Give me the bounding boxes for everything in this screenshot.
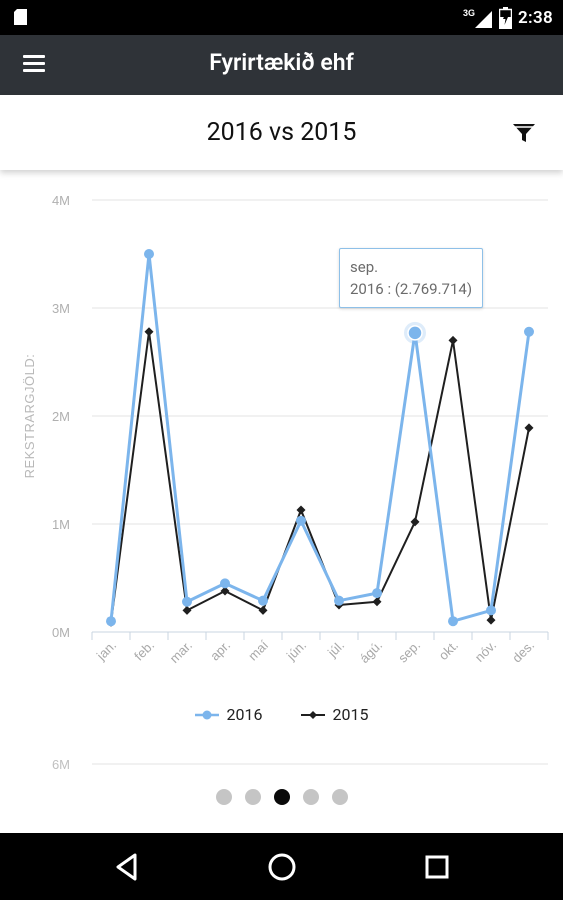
data-point-2016[interactable]: [372, 588, 382, 599]
signal-3g-icon: 3G: [463, 8, 493, 28]
data-point-2016[interactable]: [182, 596, 192, 607]
data-point-2016[interactable]: [448, 616, 458, 627]
x-tick-label: apr.: [207, 638, 233, 664]
x-tick-label: maí: [245, 637, 271, 663]
data-point-2015[interactable]: [448, 335, 458, 345]
data-point-2016[interactable]: [258, 595, 268, 606]
data-point-2015[interactable]: [524, 423, 534, 433]
y-tick-label: 0M: [52, 625, 70, 640]
x-tick-label: feb.: [131, 638, 157, 664]
legend-marker-2015: [300, 710, 325, 719]
clock: 2:38: [518, 8, 553, 28]
next-chart-y-tick-label: 6M: [52, 757, 70, 772]
data-point-2016[interactable]: [524, 326, 534, 337]
legend-item-2016[interactable]: 2016: [194, 705, 263, 724]
x-tick-label: mar.: [167, 638, 195, 666]
home-icon[interactable]: [265, 850, 299, 884]
status-bar: 3G 2:38: [0, 0, 563, 35]
x-tick-label: okt.: [436, 638, 461, 663]
chart-area: 0M 1M 2M 3M 4M 6M jan. feb. mar. apr. maí jún. júl. á…: [0, 172, 563, 832]
app-bar: Fyrirtækið ehf: [0, 35, 563, 95]
battery-icon: [499, 7, 513, 29]
y-tick-label: 3M: [52, 301, 70, 316]
data-point-2015[interactable]: [258, 605, 268, 615]
data-point-2016[interactable]: [334, 595, 344, 606]
legend-label-2016: 2016: [226, 705, 263, 724]
recent-apps-icon[interactable]: [420, 850, 454, 884]
legend-item-2015[interactable]: 2015: [300, 705, 369, 724]
data-point-2015[interactable]: [144, 327, 154, 337]
page-indicator: [0, 789, 563, 805]
data-point-2015[interactable]: [182, 605, 192, 615]
data-point-2015[interactable]: [372, 597, 382, 607]
line-chart: 0M 1M 2M 3M 4M 6M jan. feb. mar. apr. maí jún. júl. á…: [22, 193, 549, 772]
navigation-bar: [0, 833, 563, 900]
data-point-2016[interactable]: [486, 605, 496, 616]
series-line-2016: [109, 252, 531, 623]
page-dot-4[interactable]: [302, 789, 319, 805]
data-point-2016[interactable]: [106, 616, 116, 627]
y-tick-label: 4M: [52, 193, 70, 208]
x-tick-label: sep.: [395, 638, 423, 666]
page-title: 2016 vs 2015: [206, 118, 357, 147]
data-point-2015[interactable]: [296, 505, 306, 515]
x-tick-label: jún.: [283, 638, 309, 664]
x-tick-label: júl.: [324, 638, 347, 661]
app-title: Fyrirtækið ehf: [209, 49, 354, 76]
tooltip-value: 2016 : (2.769.714): [350, 280, 473, 298]
filter-icon[interactable]: [510, 118, 538, 146]
highlighted-point[interactable]: [407, 325, 423, 341]
back-icon[interactable]: [110, 850, 144, 884]
page-dot-2[interactable]: [244, 789, 261, 805]
y-tick-label: 1M: [52, 517, 70, 532]
chart-header: 2016 vs 2015: [0, 95, 563, 170]
data-point-2015[interactable]: [410, 517, 420, 527]
data-point-2016[interactable]: [220, 578, 230, 589]
chart-legend: 2016 2015: [0, 705, 563, 724]
y-axis-title: REKSTRARGJÖLD:: [22, 354, 37, 479]
data-point-2015[interactable]: [220, 586, 230, 596]
legend-marker-2016: [194, 710, 219, 719]
x-tick-label: nóv.: [472, 638, 499, 665]
x-tick-label: ágú.: [357, 638, 386, 667]
x-tick-label: jan.: [93, 638, 119, 664]
data-point-2015[interactable]: [486, 615, 496, 625]
x-tick-label: des.: [509, 638, 537, 666]
page-dot-1[interactable]: [215, 789, 232, 805]
page-dot-5[interactable]: [331, 789, 348, 805]
tooltip-category: sep.: [350, 258, 379, 276]
chart-tooltip: sep. 2016 : (2.769.714): [339, 248, 484, 308]
page-dot-3[interactable]: [273, 789, 290, 805]
network-label: 3G: [463, 8, 475, 18]
data-point-2016[interactable]: [144, 249, 154, 259]
sim-card-icon: [14, 9, 27, 25]
y-tick-label: 2M: [52, 409, 70, 424]
data-point-2016[interactable]: [296, 515, 306, 526]
legend-label-2015: 2015: [332, 705, 369, 724]
hamburger-menu-icon[interactable]: [23, 55, 45, 73]
